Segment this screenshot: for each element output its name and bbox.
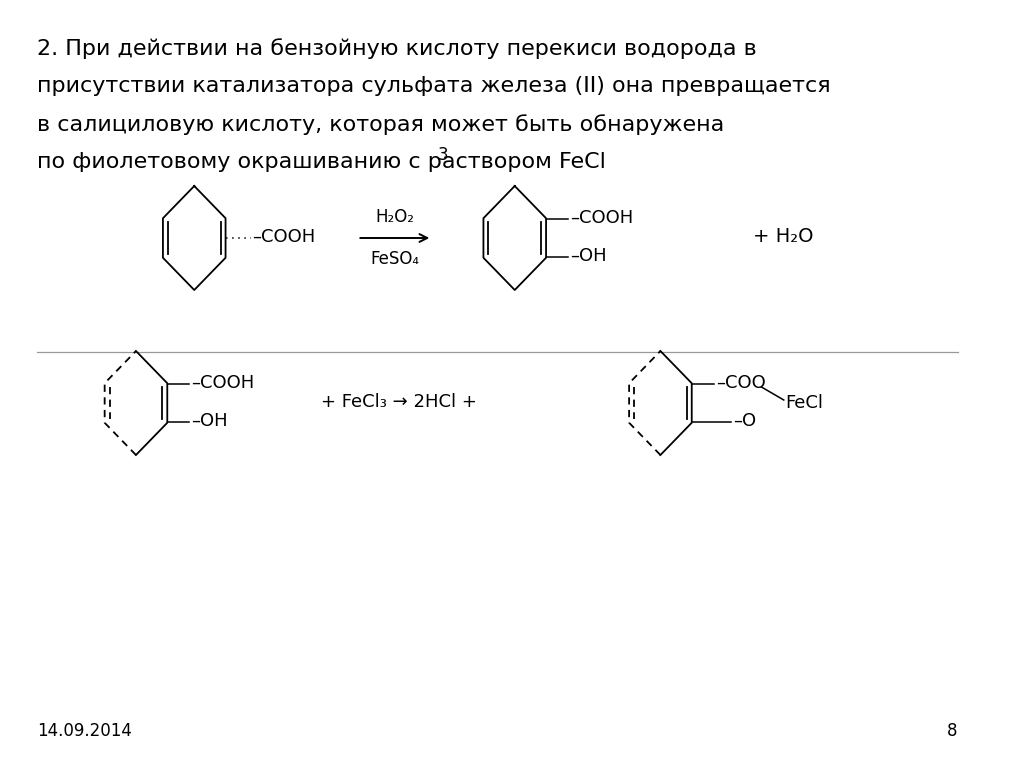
Text: –OH: –OH — [191, 412, 228, 430]
Text: –COOH: –COOH — [191, 374, 255, 392]
Text: FeSO₄: FeSO₄ — [371, 250, 419, 268]
Text: –COOH: –COOH — [570, 209, 634, 227]
Text: 2. При действии на бензойную кислоту перекиси водорода в: 2. При действии на бензойную кислоту пер… — [37, 38, 757, 59]
Text: FeCl: FeCl — [785, 394, 823, 412]
Text: 3: 3 — [438, 146, 449, 164]
Text: в салициловую кислоту, которая может быть обнаружена: в салициловую кислоту, которая может быт… — [37, 114, 724, 135]
Text: 8: 8 — [947, 722, 957, 740]
Text: –OH: –OH — [570, 247, 607, 265]
Text: –COO: –COO — [716, 374, 766, 392]
Text: присутствии катализатора сульфата железа (II) она превращается: присутствии катализатора сульфата железа… — [37, 76, 830, 96]
Text: + FeCl₃ → 2HCl +: + FeCl₃ → 2HCl + — [321, 393, 476, 411]
Text: 14.09.2014: 14.09.2014 — [37, 722, 132, 740]
Text: по фиолетовому окрашиванию с раствором FeCl: по фиолетовому окрашиванию с раствором F… — [37, 152, 606, 172]
Text: –O: –O — [733, 412, 757, 430]
Text: + H₂O: + H₂O — [753, 227, 813, 247]
Text: –COOH: –COOH — [253, 228, 315, 246]
Text: H₂O₂: H₂O₂ — [376, 208, 415, 226]
